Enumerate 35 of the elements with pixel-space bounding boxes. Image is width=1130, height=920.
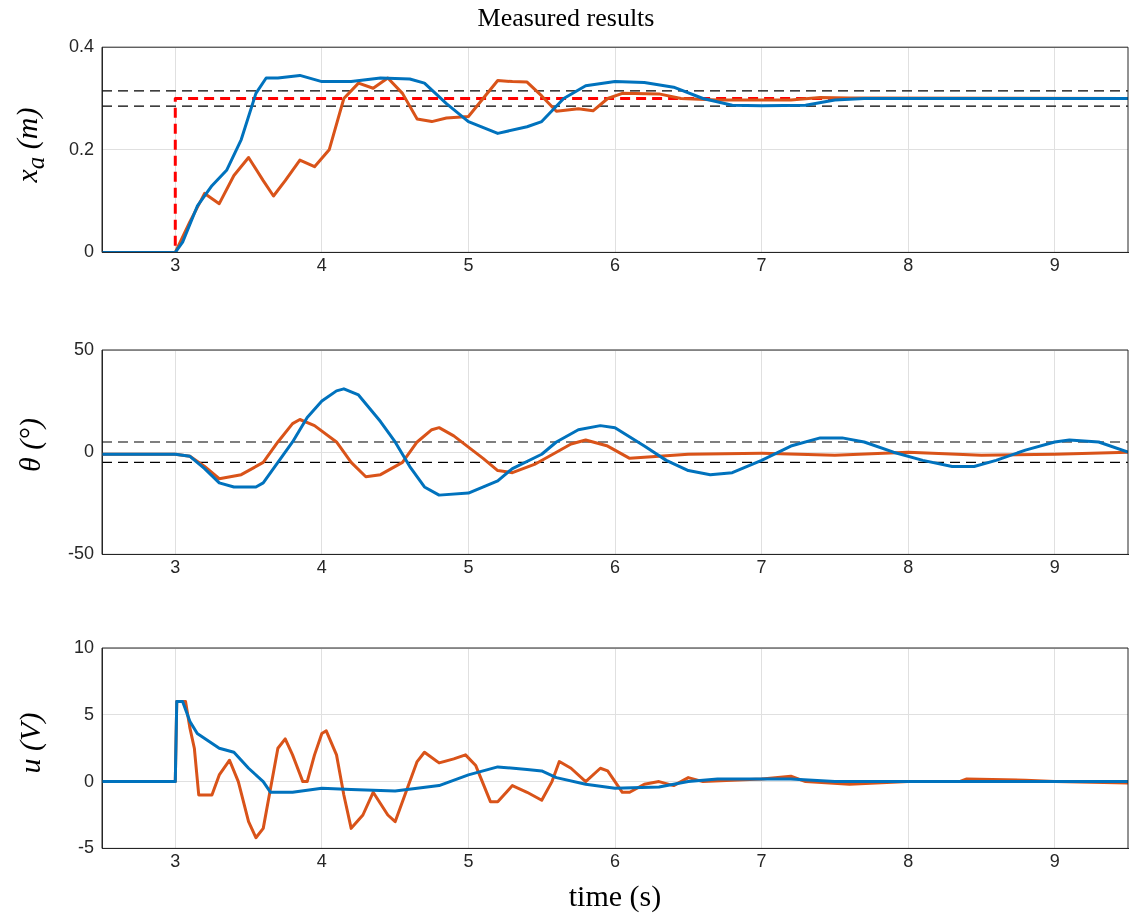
- x-tick-label: 3: [170, 255, 181, 276]
- y-tick-label: 50: [73, 338, 94, 359]
- x-tick-label: 7: [756, 557, 767, 578]
- x-tick-label: 7: [756, 851, 767, 872]
- x-tick-label: 9: [1049, 851, 1060, 872]
- y-axis-title: θ (°): [13, 417, 47, 473]
- x-tick-label: 6: [609, 851, 621, 872]
- x-axis-title: time (s): [568, 878, 662, 913]
- x-tick-label: 4: [316, 255, 327, 276]
- x-tick-label: 6: [609, 255, 621, 276]
- y-tick-label: 0: [83, 770, 94, 791]
- x-tick-label: 9: [1049, 557, 1060, 578]
- y-tick-label: 10: [73, 636, 94, 657]
- x-tick-label: 4: [316, 851, 327, 872]
- x-tick-label: 5: [463, 255, 474, 276]
- y-tick-label: 0: [83, 441, 94, 462]
- y-tick-label: 5: [83, 703, 94, 724]
- x-tick-label: 6: [609, 557, 621, 578]
- x-tick-label: 7: [756, 255, 767, 276]
- x-tick-label: 4: [316, 557, 327, 578]
- x-tick-label: 8: [903, 557, 914, 578]
- x-tick-label: 8: [903, 851, 914, 872]
- y-tick-label: 0.2: [68, 138, 94, 159]
- y-tick-label: -5: [77, 837, 94, 858]
- x-tick-label: 3: [170, 851, 181, 872]
- x-tick-label: 9: [1049, 255, 1060, 276]
- chart-title: Measured results: [477, 3, 655, 33]
- x-tick-label: 3: [170, 557, 181, 578]
- x-tick-label: 5: [463, 851, 474, 872]
- y-tick-label: 0: [83, 241, 94, 262]
- y-tick-label: 0.4: [68, 36, 94, 57]
- y-tick-label: -50: [67, 543, 94, 564]
- y-axis-title: u (V): [13, 712, 47, 774]
- x-tick-label: 8: [903, 255, 914, 276]
- x-tick-label: 5: [463, 557, 474, 578]
